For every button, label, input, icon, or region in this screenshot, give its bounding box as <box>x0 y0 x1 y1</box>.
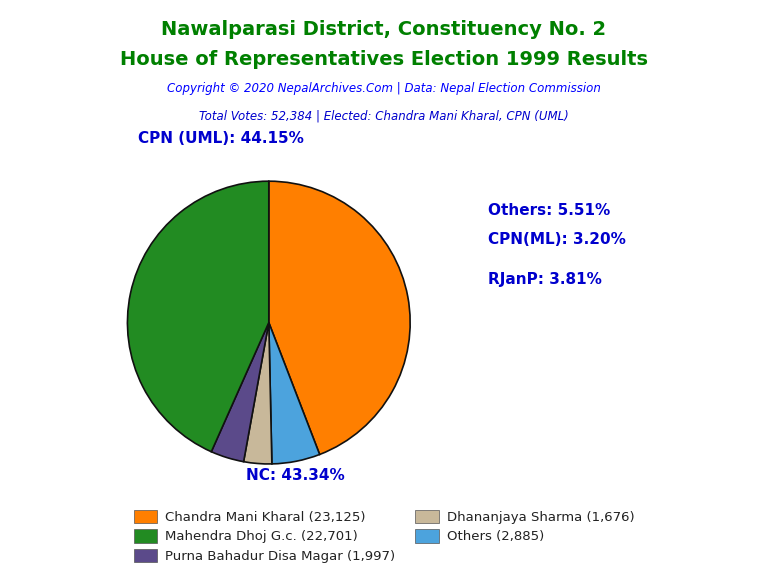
Text: Nawalparasi District, Constituency No. 2: Nawalparasi District, Constituency No. 2 <box>161 20 607 39</box>
Text: NC: 43.34%: NC: 43.34% <box>247 468 345 483</box>
Text: Total Votes: 52,384 | Elected: Chandra Mani Kharal, CPN (UML): Total Votes: 52,384 | Elected: Chandra M… <box>199 109 569 123</box>
Wedge shape <box>243 323 272 464</box>
Legend: Chandra Mani Kharal (23,125), Mahendra Dhoj G.c. (22,701), Purna Bahadur Disa Ma: Chandra Mani Kharal (23,125), Mahendra D… <box>127 503 641 570</box>
Wedge shape <box>269 181 410 454</box>
Wedge shape <box>269 323 319 464</box>
Wedge shape <box>127 181 269 452</box>
Text: RJanP: 3.81%: RJanP: 3.81% <box>488 272 601 287</box>
Text: CPN (UML): 44.15%: CPN (UML): 44.15% <box>138 131 304 146</box>
Text: House of Representatives Election 1999 Results: House of Representatives Election 1999 R… <box>120 50 648 69</box>
Text: Others: 5.51%: Others: 5.51% <box>488 203 610 218</box>
Wedge shape <box>211 323 269 462</box>
Text: Copyright © 2020 NepalArchives.Com | Data: Nepal Election Commission: Copyright © 2020 NepalArchives.Com | Dat… <box>167 82 601 95</box>
Text: CPN(ML): 3.20%: CPN(ML): 3.20% <box>488 232 626 247</box>
